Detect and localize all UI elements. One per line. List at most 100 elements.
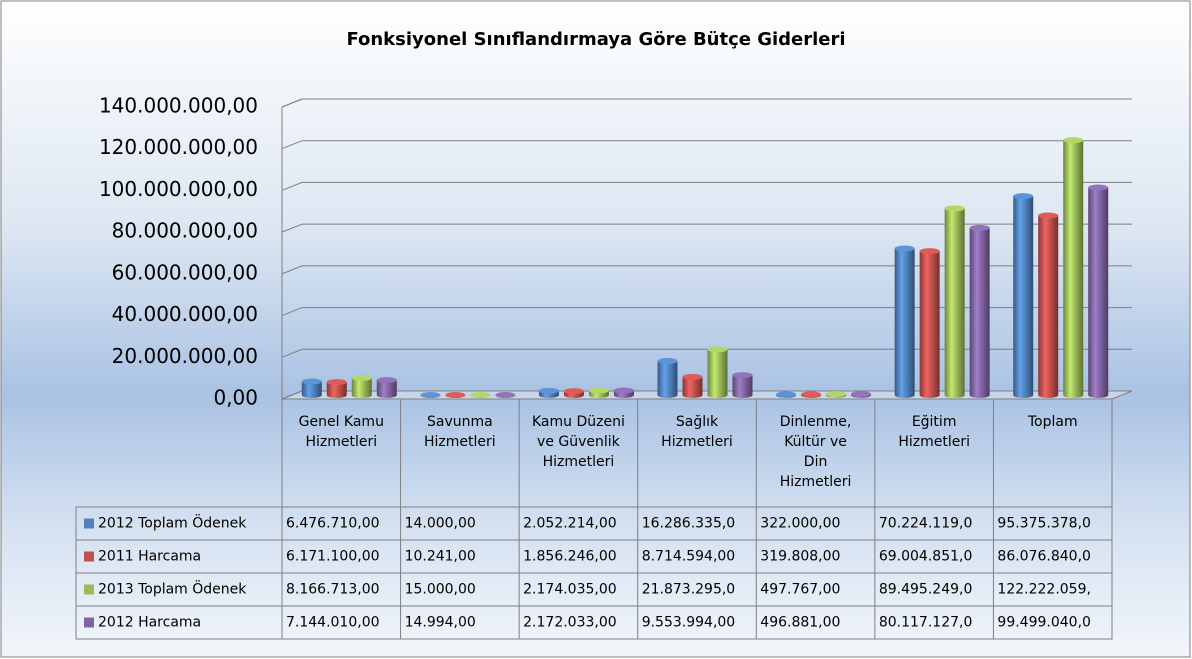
cylinder-top (613, 387, 634, 394)
cylinder-top (326, 379, 347, 386)
table-value: 86.076.840,0 (997, 549, 1091, 565)
cylinder-top (1088, 184, 1109, 191)
cylinder (657, 358, 678, 398)
grid-line (281, 140, 1132, 150)
table-value: 2.174.035,00 (523, 582, 617, 598)
cylinder-body (351, 377, 372, 398)
cylinder (376, 377, 397, 398)
grid-line (281, 223, 1132, 233)
category-label: Dinlenme, Kültür ve Din Hizmetleri (780, 414, 852, 490)
cylinder-top (301, 378, 322, 385)
cylinder (851, 390, 872, 398)
cylinder (969, 224, 990, 398)
table-value: 6.171.100,00 (286, 549, 380, 565)
cylinder-top (376, 377, 397, 384)
table-value: 10.241,00 (405, 549, 476, 565)
y-tick-label: 20.000.000,00 (112, 344, 258, 368)
grid-line (281, 348, 1132, 358)
grid-line (281, 98, 1132, 108)
table-value: 89.495.249,0 (879, 582, 973, 598)
grid-line (281, 265, 1132, 275)
y-tick-label: 60.000.000,00 (112, 260, 258, 284)
cylinder (732, 372, 753, 398)
cylinder-body (1038, 215, 1059, 398)
table-value: 9.553.994,00 (642, 615, 736, 631)
cylinder-top (657, 358, 678, 365)
category-label: Savunma Hizmetleri (424, 414, 496, 450)
cylinder-body (707, 349, 728, 398)
cylinder-top (851, 390, 872, 397)
cylinder-top (776, 391, 797, 398)
table-value: 21.873.295,0 (642, 582, 736, 598)
legend-swatch (84, 617, 94, 628)
y-tick-label: 120.000.000,00 (99, 135, 258, 159)
cylinder (944, 205, 965, 398)
table-value: 2.052.214,00 (523, 516, 617, 532)
cylinder-body (301, 381, 322, 398)
cylinder (919, 248, 940, 398)
cylinder-body (1088, 187, 1109, 398)
cylinder (894, 245, 915, 398)
cylinder-body (657, 361, 678, 398)
category-label: Sağlık Hizmetleri (661, 414, 733, 450)
table-value: 2.172.033,00 (523, 615, 617, 631)
floor (281, 390, 1133, 400)
cylinder-top (894, 245, 915, 252)
cylinder-top (351, 374, 372, 381)
cylinder-body (1013, 196, 1034, 398)
cylinder (301, 378, 322, 398)
table-value: 70.224.119,0 (879, 516, 973, 532)
legend-label: 2012 Harcama (98, 615, 201, 631)
cylinder-body (944, 208, 965, 398)
y-tick-label: 0,00 (213, 386, 258, 410)
cylinder (445, 391, 466, 398)
table-value: 16.286.335,0 (642, 516, 736, 532)
cylinder (1013, 193, 1034, 398)
cylinder-body (1063, 140, 1084, 398)
table-value: 95.375.378,0 (997, 516, 1091, 532)
category-label: Eğitim Hizmetleri (898, 414, 970, 450)
cylinder-top (919, 248, 940, 255)
cylinder-body (969, 227, 990, 398)
cylinder-body (682, 376, 703, 398)
cylinder (470, 391, 491, 398)
cylinder (776, 391, 797, 398)
cylinder-top (495, 391, 516, 398)
cylinder (826, 390, 847, 398)
cylinder (326, 379, 347, 398)
cylinder (613, 387, 634, 398)
legend-swatch (84, 551, 94, 562)
table-value: 15.000,00 (405, 582, 476, 598)
table-value: 8.166.713,00 (286, 582, 380, 598)
cylinder-top (470, 391, 491, 398)
grid-line (281, 181, 1132, 191)
cylinder (1063, 137, 1084, 398)
legend-swatch (84, 518, 94, 529)
cylinder (1038, 212, 1059, 398)
cylinder-body (376, 380, 397, 398)
category-label: Genel Kamu Hizmetleri (299, 414, 384, 450)
table-value: 497.767,00 (760, 582, 840, 598)
legend-label: 2012 Toplam Ödenek (98, 514, 247, 532)
y-tick-label: 140.000.000,00 (99, 94, 258, 118)
cylinder-top (1013, 193, 1034, 200)
table-value: 8.714.594,00 (642, 549, 736, 565)
legend-label: 2013 Toplam Ödenek (98, 580, 247, 598)
cylinder (801, 391, 822, 398)
cylinder-body (894, 248, 915, 398)
cylinder-top (969, 224, 990, 231)
table-value: 69.004.851,0 (879, 549, 973, 565)
table-value: 6.476.710,00 (286, 516, 380, 532)
grid-line (281, 307, 1132, 317)
y-tick-label: 100.000.000,00 (99, 177, 258, 201)
table-value: 322.000,00 (760, 516, 840, 532)
cylinder (682, 373, 703, 398)
table-value: 7.144.010,00 (286, 615, 380, 631)
cylinder-top (563, 388, 584, 395)
table-value: 14.000,00 (405, 516, 476, 532)
table-value: 496.881,00 (760, 615, 840, 631)
chart-title: Fonksiyonel Sınıflandırmaya Göre Bütçe G… (346, 29, 845, 50)
cylinder (495, 391, 516, 398)
